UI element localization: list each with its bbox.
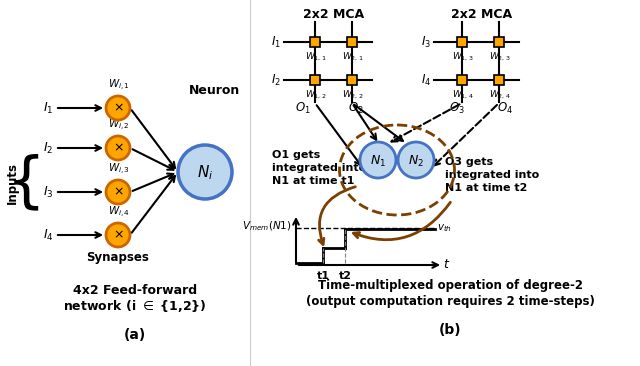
Text: $W_{1,2}$: $W_{1,2}$ [305, 89, 327, 101]
Text: $I_2$: $I_2$ [271, 72, 281, 87]
Text: $W_{1,3}$: $W_{1,3}$ [452, 51, 474, 63]
FancyBboxPatch shape [310, 75, 320, 85]
Text: $V_{mem}(N1)$: $V_{mem}(N1)$ [243, 219, 292, 233]
Circle shape [106, 223, 130, 247]
FancyBboxPatch shape [347, 37, 357, 47]
Text: Synapses: Synapses [86, 250, 149, 264]
Text: $N_2$: $N_2$ [408, 153, 424, 169]
Text: t2: t2 [339, 271, 351, 281]
Text: $O_2$: $O_2$ [348, 100, 364, 116]
Text: $I_3$: $I_3$ [421, 34, 431, 49]
Circle shape [106, 180, 130, 204]
Text: $N_1$: $N_1$ [370, 153, 386, 169]
Text: $W_{2,4}$: $W_{2,4}$ [489, 89, 511, 101]
Text: 4x2 Feed-forward: 4x2 Feed-forward [73, 284, 197, 296]
Circle shape [106, 136, 130, 160]
Circle shape [398, 142, 434, 178]
Text: $I_3$: $I_3$ [43, 184, 53, 199]
FancyBboxPatch shape [457, 37, 467, 47]
FancyBboxPatch shape [494, 75, 504, 85]
Text: $W_{1,4}$: $W_{1,4}$ [452, 89, 474, 101]
Circle shape [178, 145, 232, 199]
Text: $W_{i,1}$: $W_{i,1}$ [108, 78, 130, 93]
FancyBboxPatch shape [347, 75, 357, 85]
FancyBboxPatch shape [494, 37, 504, 47]
Text: $W_{i,3}$: $W_{i,3}$ [108, 162, 130, 177]
Text: $W_{i,4}$: $W_{i,4}$ [108, 205, 130, 220]
Text: 2x2 MCA: 2x2 MCA [303, 7, 365, 20]
Text: $t$: $t$ [444, 258, 451, 272]
Text: 2x2 MCA: 2x2 MCA [451, 7, 513, 20]
Text: $O_4$: $O_4$ [497, 100, 513, 116]
Text: $\times$: $\times$ [113, 142, 124, 154]
Text: $W_{2,3}$: $W_{2,3}$ [489, 51, 511, 63]
Text: $W_{i,2}$: $W_{i,2}$ [108, 118, 130, 133]
Text: O1 gets
integrated into
N1 at time t1: O1 gets integrated into N1 at time t1 [272, 150, 366, 186]
Text: $v_{th}$: $v_{th}$ [437, 222, 452, 234]
Text: $I_4$: $I_4$ [421, 72, 431, 87]
Text: $\times$: $\times$ [113, 228, 124, 242]
Text: Inputs: Inputs [6, 162, 19, 204]
Text: t1: t1 [317, 271, 330, 281]
Text: (b): (b) [438, 323, 461, 337]
Text: {: { [6, 153, 45, 213]
Text: (a): (a) [124, 328, 146, 342]
Text: $I_2$: $I_2$ [43, 141, 53, 156]
Text: $O_1$: $O_1$ [295, 100, 311, 116]
Text: $O_3$: $O_3$ [449, 100, 465, 116]
Text: $\times$: $\times$ [113, 101, 124, 115]
Text: O3 gets
integrated into
N1 at time t2: O3 gets integrated into N1 at time t2 [445, 157, 540, 193]
Text: (output computation requires 2 time-steps): (output computation requires 2 time-step… [305, 295, 595, 307]
Text: network (i $\in$ {1,2}): network (i $\in$ {1,2}) [63, 298, 207, 314]
Text: $I_1$: $I_1$ [271, 34, 281, 49]
Text: $\times$: $\times$ [113, 186, 124, 198]
Text: $W_{2,2}$: $W_{2,2}$ [342, 89, 364, 101]
Circle shape [360, 142, 396, 178]
Text: Neuron: Neuron [189, 83, 241, 97]
Text: $I_1$: $I_1$ [43, 100, 53, 116]
Text: $I_4$: $I_4$ [43, 227, 53, 243]
Circle shape [106, 96, 130, 120]
Text: $W_{1,1}$: $W_{1,1}$ [305, 51, 327, 63]
Text: Time-multiplexed operation of degree-2: Time-multiplexed operation of degree-2 [317, 279, 582, 291]
FancyBboxPatch shape [310, 37, 320, 47]
Text: $N_i$: $N_i$ [197, 164, 213, 182]
FancyBboxPatch shape [457, 75, 467, 85]
Text: $W_{2,1}$: $W_{2,1}$ [342, 51, 364, 63]
